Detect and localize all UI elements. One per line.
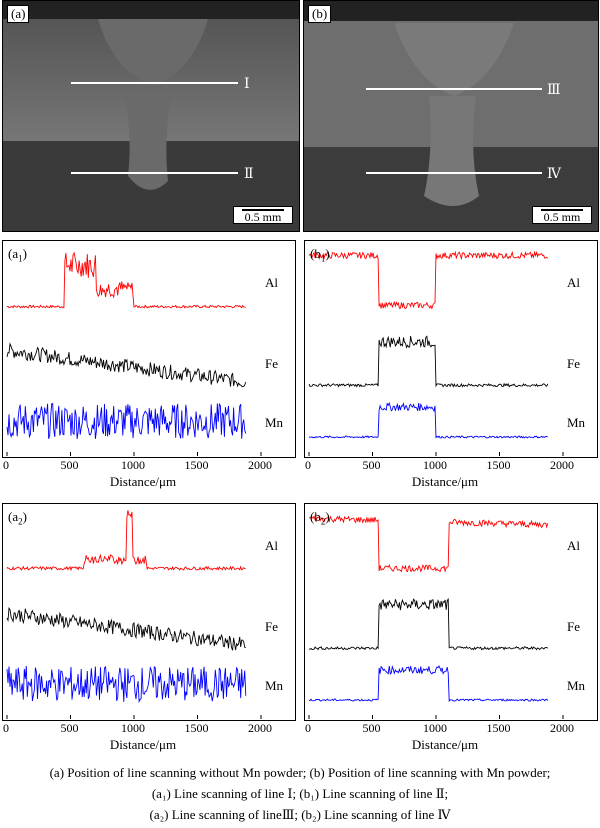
series-label-fe: Fe bbox=[265, 619, 278, 634]
series-line-al bbox=[308, 250, 549, 310]
chart-a1-label: (a1) bbox=[8, 246, 27, 264]
scan-line-label-2: Ⅱ bbox=[244, 167, 254, 182]
x-tick-label: 1000 bbox=[423, 458, 447, 472]
series-line-al bbox=[6, 510, 246, 572]
micrograph-b-label: (b) bbox=[308, 5, 332, 23]
chart-b2-svg bbox=[308, 514, 564, 719]
x-axis-label: Distance/μm bbox=[411, 474, 479, 489]
series-line-fe bbox=[308, 335, 549, 388]
chart-b1-svg bbox=[308, 250, 564, 456]
x-tick-label: 1000 bbox=[121, 721, 145, 735]
x-tick-label: 1000 bbox=[423, 721, 447, 735]
chart-b1: Al Fe Mn (b1) bbox=[304, 240, 598, 458]
x-tick-label: 0 bbox=[3, 721, 9, 735]
series-label-fe: Fe bbox=[265, 356, 278, 371]
x-tick-label: 2000 bbox=[248, 458, 272, 472]
x-tick-label: 500 bbox=[362, 721, 381, 735]
x-tick-label: 2000 bbox=[550, 458, 574, 472]
x-tick-label: 500 bbox=[60, 458, 79, 472]
series-label-mn: Mn bbox=[567, 415, 586, 430]
x-axis-label: Distance/μm bbox=[109, 737, 177, 752]
series-line-mn bbox=[6, 403, 247, 439]
chart-a2: Al Fe Mn (a2) bbox=[2, 503, 296, 721]
caption-line-2: (a₁) Line scanning of line Ⅰ; (b₁) Line … bbox=[151, 786, 449, 801]
series-label-mn: Mn bbox=[265, 415, 284, 430]
chart-a1-svg bbox=[6, 251, 262, 456]
chart-a1: Al Fe Mn (a1) bbox=[2, 240, 296, 458]
x-tick-label: 500 bbox=[362, 458, 381, 472]
x-axis-label: Distance/μm bbox=[109, 474, 177, 489]
chart-a2-svg bbox=[6, 510, 262, 719]
micrograph-a-label: (a) bbox=[7, 5, 30, 23]
series-line-mn bbox=[308, 664, 549, 703]
x-tick-label: 0 bbox=[305, 721, 311, 735]
x-tick-label: 0 bbox=[305, 458, 311, 472]
scan-line-label-4: Ⅳ bbox=[547, 167, 561, 182]
x-tick-label: 1500 bbox=[486, 721, 511, 735]
scan-line-label-1: Ⅰ bbox=[244, 77, 250, 92]
series-line-mn bbox=[308, 401, 549, 439]
scale-bar-a-text: 0.5 mm bbox=[244, 210, 282, 224]
series-label-al: Al bbox=[265, 275, 278, 290]
x-tick-label: 500 bbox=[60, 721, 79, 735]
series-label-fe: Fe bbox=[567, 619, 580, 634]
series-line-fe bbox=[6, 607, 246, 651]
x-tick-label: 2000 bbox=[248, 721, 272, 735]
scale-bar-a: 0.5 mm bbox=[233, 206, 293, 224]
x-axis-label: Distance/μm bbox=[411, 737, 479, 752]
x-tick-label: 1000 bbox=[121, 458, 145, 472]
series-line-al bbox=[6, 251, 246, 309]
series-line-mn bbox=[6, 665, 247, 704]
chart-b1-label: (b1) bbox=[310, 246, 330, 264]
micrograph-a: (a) Ⅰ Ⅱ 0.5 mm bbox=[2, 0, 300, 232]
series-label-al: Al bbox=[567, 538, 580, 553]
chart-a2-label: (a2) bbox=[8, 509, 27, 527]
caption-line-1: (a) Position of line scanning without Mn… bbox=[49, 765, 551, 780]
scan-line-label-3: Ⅲ bbox=[547, 83, 561, 98]
x-tick-label: 0 bbox=[3, 458, 9, 472]
chart-b2: Al Fe Mn (b2) bbox=[304, 503, 598, 721]
series-line-al bbox=[308, 514, 549, 573]
caption-line-3: (a₂) Line scanning of lineⅢ; (b₂) Line s… bbox=[149, 807, 451, 822]
micrograph-b: (b) Ⅲ Ⅳ 0.5 mm bbox=[303, 0, 599, 232]
x-tick-label: 1500 bbox=[184, 721, 209, 735]
series-label-mn: Mn bbox=[567, 678, 586, 693]
series-label-mn: Mn bbox=[265, 678, 284, 693]
series-line-fe bbox=[6, 342, 247, 388]
micrograph-a-image bbox=[3, 1, 299, 231]
micrograph-b-image bbox=[304, 1, 598, 231]
scale-bar-b: 0.5 mm bbox=[532, 206, 592, 224]
series-label-fe: Fe bbox=[567, 356, 580, 371]
scale-bar-b-text: 0.5 mm bbox=[543, 210, 581, 224]
series-label-al: Al bbox=[265, 538, 278, 553]
chart-b2-label: (b2) bbox=[310, 509, 330, 527]
x-tick-label: 1500 bbox=[184, 458, 209, 472]
x-tick-label: 1500 bbox=[486, 458, 511, 472]
x-tick-label: 2000 bbox=[550, 721, 574, 735]
series-line-fe bbox=[309, 597, 549, 651]
series-label-al: Al bbox=[567, 275, 580, 290]
